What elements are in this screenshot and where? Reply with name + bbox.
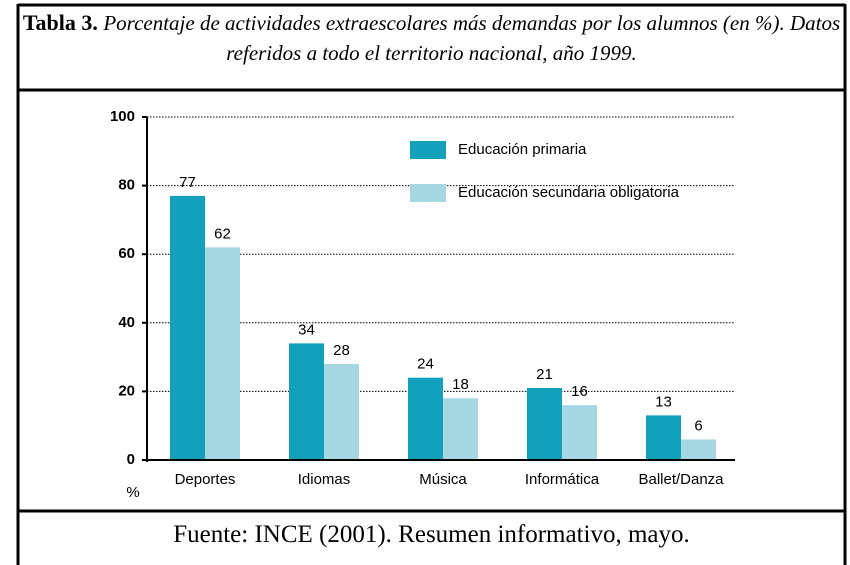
bar [324,363,359,460]
bar [562,405,597,460]
title-text: Porcentaje de actividades extraescolares… [103,11,841,65]
source: Fuente: INCE (2001). Resumen informativo… [173,521,690,548]
bar [170,195,205,460]
bar [289,343,324,460]
x-tick-label: Informática [525,471,600,488]
value-label: 34 [298,321,315,338]
value-label: 16 [571,383,588,400]
value-label: 21 [536,366,553,383]
y-tick-label: 40 [118,314,135,331]
x-tick-label: Ballet/Danza [638,471,724,488]
value-label: 77 [179,174,196,191]
legend-label: Educación primaria [458,141,587,158]
value-label: 13 [655,393,672,410]
chart-title: Tabla 3. Porcentaje de actividades extra… [22,8,841,68]
value-label: 18 [452,376,469,393]
x-tick-label: Deportes [175,471,236,488]
y-tick-label: 0 [127,451,135,468]
bar [527,387,562,460]
legend-swatch [410,141,446,159]
y-tick-label: 60 [118,245,135,262]
value-label: 62 [214,225,231,242]
y-tick-label: 80 [118,177,135,194]
bar [443,398,478,460]
table-label: Tabla 3. [22,10,98,35]
value-label: 6 [694,417,702,434]
y-axis-label: % [126,484,139,501]
y-tick-label: 100 [110,108,135,125]
y-tick-label: 20 [118,382,135,399]
bar [646,415,681,460]
value-label: 28 [333,342,350,359]
legend-swatch [410,184,446,202]
value-label: 24 [417,356,434,373]
bar [408,377,443,460]
legend-label: Educación secundaria obligatoria [458,184,680,201]
bar [681,439,716,460]
bar [205,247,240,460]
x-tick-label: Idiomas [298,471,351,488]
x-tick-label: Música [419,471,467,488]
